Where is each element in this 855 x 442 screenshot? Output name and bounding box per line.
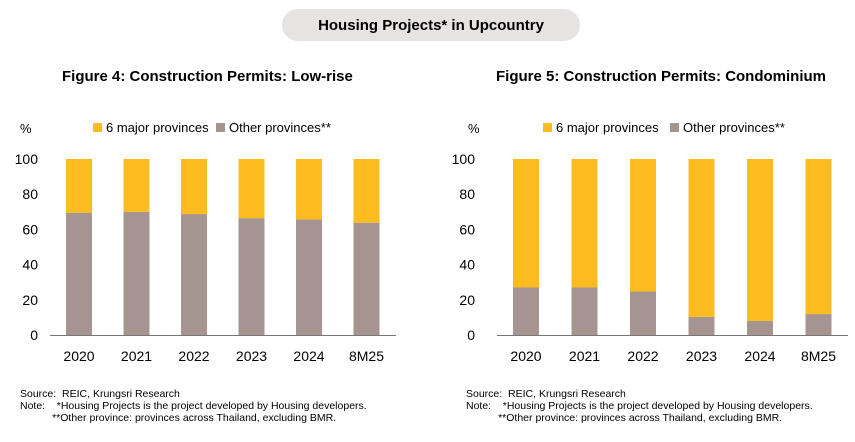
- bar-other-provinces: [513, 287, 539, 335]
- source-text: Source: REIC, Krungsri Research: [20, 388, 180, 400]
- legend-swatch-other: [216, 123, 225, 132]
- y-tick-label: 20: [459, 292, 475, 308]
- x-tick-label: 2023: [236, 348, 267, 364]
- figure-5-chart: % 6 major provinces Other provinces** 0 20 40…: [452, 120, 848, 364]
- bar-other-provinces: [238, 218, 265, 335]
- x-tick-label: 2022: [178, 348, 209, 364]
- source-text: Source: REIC, Krungsri Research: [466, 388, 626, 400]
- bar-other-provinces: [66, 212, 92, 335]
- x-tick-label: 2024: [744, 348, 775, 364]
- legend-label-6-major: 6 major provinces: [556, 120, 659, 135]
- x-tick-label: 2021: [121, 348, 152, 364]
- y-tick-label: 100: [15, 151, 39, 167]
- bar-other-provinces: [181, 214, 207, 335]
- bar-6-major-provinces: [747, 159, 773, 321]
- legend-label-other: Other provinces**: [229, 120, 331, 135]
- x-tick-label: 8M25: [801, 348, 836, 364]
- x-tick-label: 8M25: [349, 348, 384, 364]
- legend-swatch-6-major: [93, 123, 102, 132]
- x-tick-label: 2021: [569, 348, 600, 364]
- y-tick-label: 40: [459, 257, 475, 273]
- note-text: **Other province: provinces across Thail…: [466, 412, 783, 424]
- x-tick-label: 2024: [293, 348, 324, 364]
- bar-6-major-provinces: [353, 159, 380, 223]
- bar-other-provinces: [747, 320, 773, 335]
- bar-6-major-provinces: [513, 159, 539, 288]
- y-tick-label: 0: [467, 327, 475, 343]
- x-tick-label: 2020: [510, 348, 541, 364]
- figure-5-notes: Source: REIC, Krungsri Research Note: *H…: [466, 388, 813, 424]
- y-tick-label: 20: [22, 292, 38, 308]
- legend-label-6-major: 6 major provinces: [106, 120, 209, 135]
- y-tick-label: 80: [459, 186, 475, 202]
- note-text: **Other province: provinces across Thail…: [20, 412, 337, 424]
- note-text: Note: *Housing Projects is the project d…: [466, 400, 813, 412]
- bar-6-major-provinces: [181, 159, 207, 215]
- note-text: Note: *Housing Projects is the project d…: [20, 400, 367, 412]
- legend-swatch-6-major: [543, 123, 552, 132]
- bar-6-major-provinces: [238, 159, 265, 219]
- y-axis-unit: %: [468, 121, 480, 136]
- x-tick-label: 2020: [63, 348, 94, 364]
- bar-6-major-provinces: [571, 159, 598, 288]
- figure-5-title: Figure 5: Construction Permits: Condomin…: [496, 68, 827, 85]
- bar-6-major-provinces: [630, 159, 656, 292]
- bar-6-major-provinces: [296, 159, 322, 220]
- bar-other-provinces: [353, 222, 380, 335]
- y-tick-label: 40: [22, 257, 38, 273]
- legend-label-other: Other provinces**: [683, 120, 785, 135]
- bar-other-provinces: [630, 291, 656, 335]
- bar-other-provinces: [571, 287, 598, 335]
- figure-4-notes: Source: REIC, Krungsri Research Note: *H…: [20, 388, 367, 424]
- figure-4-chart: % 6 major provinces Other provinces** 0 20 40…: [15, 120, 396, 364]
- figure-4-title: Figure 4: Construction Permits: Low-rise: [62, 68, 353, 85]
- x-tick-label: 2022: [627, 348, 658, 364]
- bar-6-major-provinces: [688, 159, 715, 317]
- bar-6-major-provinces: [805, 159, 832, 315]
- y-tick-label: 100: [452, 151, 476, 167]
- y-tick-label: 60: [22, 221, 38, 237]
- y-tick-label: 80: [22, 186, 38, 202]
- x-tick-label: 2023: [686, 348, 717, 364]
- bar-6-major-provinces: [123, 159, 150, 212]
- section-banner: Housing Projects* in Upcountry: [282, 9, 580, 41]
- bar-6-major-provinces: [66, 159, 92, 213]
- bar-other-provinces: [805, 314, 832, 335]
- bar-other-provinces: [296, 219, 322, 335]
- legend-swatch-other: [670, 123, 679, 132]
- bar-other-provinces: [688, 316, 715, 335]
- y-tick-label: 0: [30, 327, 38, 343]
- bar-other-provinces: [123, 211, 150, 335]
- y-axis-unit: %: [20, 121, 32, 136]
- y-tick-label: 60: [459, 221, 475, 237]
